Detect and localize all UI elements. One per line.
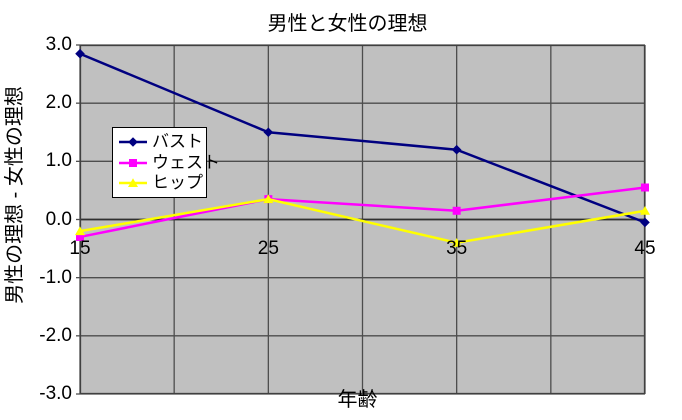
- diamond-marker: [451, 144, 462, 155]
- square-marker: [452, 206, 461, 215]
- triangle-marker: [263, 194, 274, 204]
- series-line-waist: [79, 186, 646, 239]
- diamond-marker: [128, 136, 138, 147]
- legend-item-waist: ウェスト: [119, 153, 220, 172]
- y-axis-tick-label: -3.0: [39, 383, 72, 404]
- legend-diamond-icon: [119, 136, 147, 147]
- triangle-marker: [640, 205, 650, 215]
- y-axis-tick-label: -1.0: [39, 266, 72, 288]
- legend-item-hip: ヒップ: [119, 173, 203, 193]
- legend-label: ウェスト: [152, 152, 220, 172]
- legend-item-bust: バスト: [119, 131, 203, 151]
- x-axis-tick-label: 25: [257, 237, 279, 259]
- y-axis-tick-label: 3.0: [45, 34, 72, 55]
- y-axis-tick-label: 1.0: [45, 150, 72, 172]
- square-marker: [76, 232, 84, 241]
- square-marker: [129, 158, 137, 167]
- x-axis-title: 年齢: [337, 389, 378, 411]
- legend: バスト ウェスト ヒップ: [112, 127, 220, 198]
- diamond-marker: [75, 48, 85, 59]
- y-axis-tick-label: 0.0: [45, 208, 72, 230]
- diamond-marker: [263, 127, 274, 138]
- x-axis-tick-label: 35: [446, 237, 468, 259]
- series-line-hip: [79, 197, 646, 245]
- triangle-marker: [75, 226, 85, 236]
- chart-title: 男性と女性の理想: [267, 13, 428, 35]
- triangle-marker: [128, 178, 138, 188]
- legend-square-icon: [119, 158, 147, 167]
- legend-label: ヒップ: [152, 173, 203, 193]
- x-axis-tick-label: 45: [634, 237, 656, 259]
- x-axis-tick-label: 15: [69, 237, 91, 259]
- plot-area: [75, 44, 650, 395]
- y-axis-tick-label: -2.0: [39, 324, 72, 346]
- series-line-bust: [79, 52, 646, 224]
- legend-triangle-icon: [119, 178, 147, 188]
- triangle-marker: [451, 237, 462, 247]
- square-marker: [641, 183, 649, 192]
- y-axis-tick-label: 2.0: [45, 92, 72, 114]
- legend-label: バスト: [152, 131, 203, 151]
- diamond-marker: [640, 217, 650, 228]
